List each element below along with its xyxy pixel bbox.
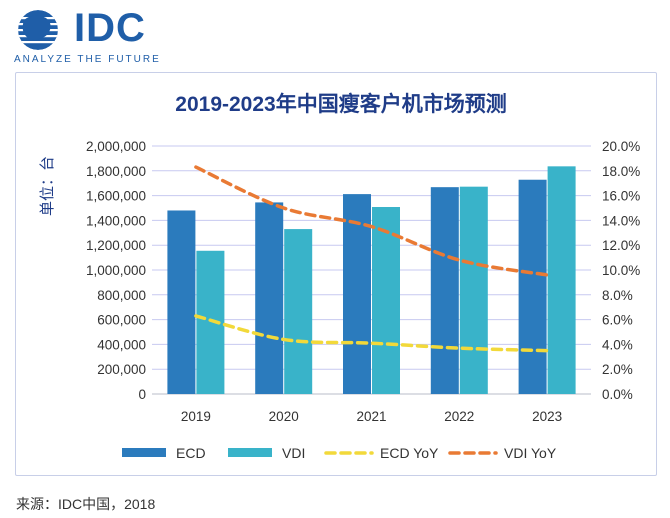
y-tick-label: 0 [138,387,146,402]
axes: 0 200,000 400,000 600,000 800,000 1,000,000 1,… [86,139,640,424]
legend-label-ecd: ECD [176,445,206,461]
y2-tick-label: 20.0% [602,139,640,154]
y-tick-label: 1,600,000 [86,189,146,204]
line-vdi-yoy [194,165,549,277]
logo-name: IDC [74,6,146,50]
bar-vdi-2023 [547,166,576,394]
x-tick-label: 2023 [532,409,562,424]
idc-logo: IDC ANALYZE THE FUTURE [14,6,184,66]
idc-globe-icon [18,10,58,50]
x-tick-label: 2021 [356,409,386,424]
chart: 2019-2023年中国瘦客户机市场预测 单位：台 0 200,000 400,00… [39,92,640,461]
y-tick-label: 800,000 [97,288,146,303]
logo-tagline: ANALYZE THE FUTURE [14,54,161,65]
y-tick-label: 400,000 [97,337,146,352]
y-tick-label: 1,200,000 [86,238,146,253]
bar-vdi-2021 [372,207,400,394]
x-tick-label: 2022 [444,409,474,424]
bar-ecd-2019 [167,210,196,394]
bar-ecd-2021 [343,194,371,394]
yoy-lines [194,165,549,353]
y-tick-label: 1,800,000 [86,164,146,179]
bars [167,166,576,394]
chart-title: 2019-2023年中国瘦客户机市场预测 [175,92,506,116]
y2-tick-label: 0.0% [602,387,633,402]
y-tick-label: 1,400,000 [86,213,146,228]
bar-vdi-2020 [284,229,313,394]
y2-tick-label: 18.0% [602,164,640,179]
source-note: 来源：IDC中国，2018 [16,496,156,512]
y-tick-label: 2,000,000 [86,139,146,154]
y2-tick-label: 8.0% [602,288,633,303]
y-tick-label: 600,000 [97,313,146,328]
bar-ecd-2023 [518,179,547,394]
y2-tick-label: 14.0% [602,213,640,228]
bar-ecd-2020 [255,202,284,394]
y2-tick-label: 16.0% [602,189,640,204]
chart-panel: 2019-2023年中国瘦客户机市场预测 单位：台 0 200,000 400,00… [15,72,657,476]
line-ecd-yoy [194,314,549,353]
y2-tick-label: 2.0% [602,362,633,377]
legend-swatch-ecd [122,448,166,457]
y2-tick-label: 6.0% [602,313,633,328]
y-tick-label: 200,000 [97,362,146,377]
y2-tick-label: 12.0% [602,238,640,253]
x-tick-label: 2020 [269,409,299,424]
y2-tick-label: 10.0% [602,263,640,278]
legend-label-vdi: VDI [282,445,305,461]
legend: ECD VDI ECD YoY VDI YoY [122,445,557,461]
legend-label-vdi-yoy: VDI YoY [504,445,557,461]
x-tick-label: 2019 [181,409,211,424]
bar-vdi-2022 [459,186,488,394]
bar-ecd-2022 [430,187,459,394]
y2-tick-label: 4.0% [602,337,633,352]
legend-swatch-vdi [228,448,272,457]
y-axis-label: 单位：台 [39,156,56,216]
legend-label-ecd-yoy: ECD YoY [380,445,439,461]
y-tick-label: 1,000,000 [86,263,146,278]
